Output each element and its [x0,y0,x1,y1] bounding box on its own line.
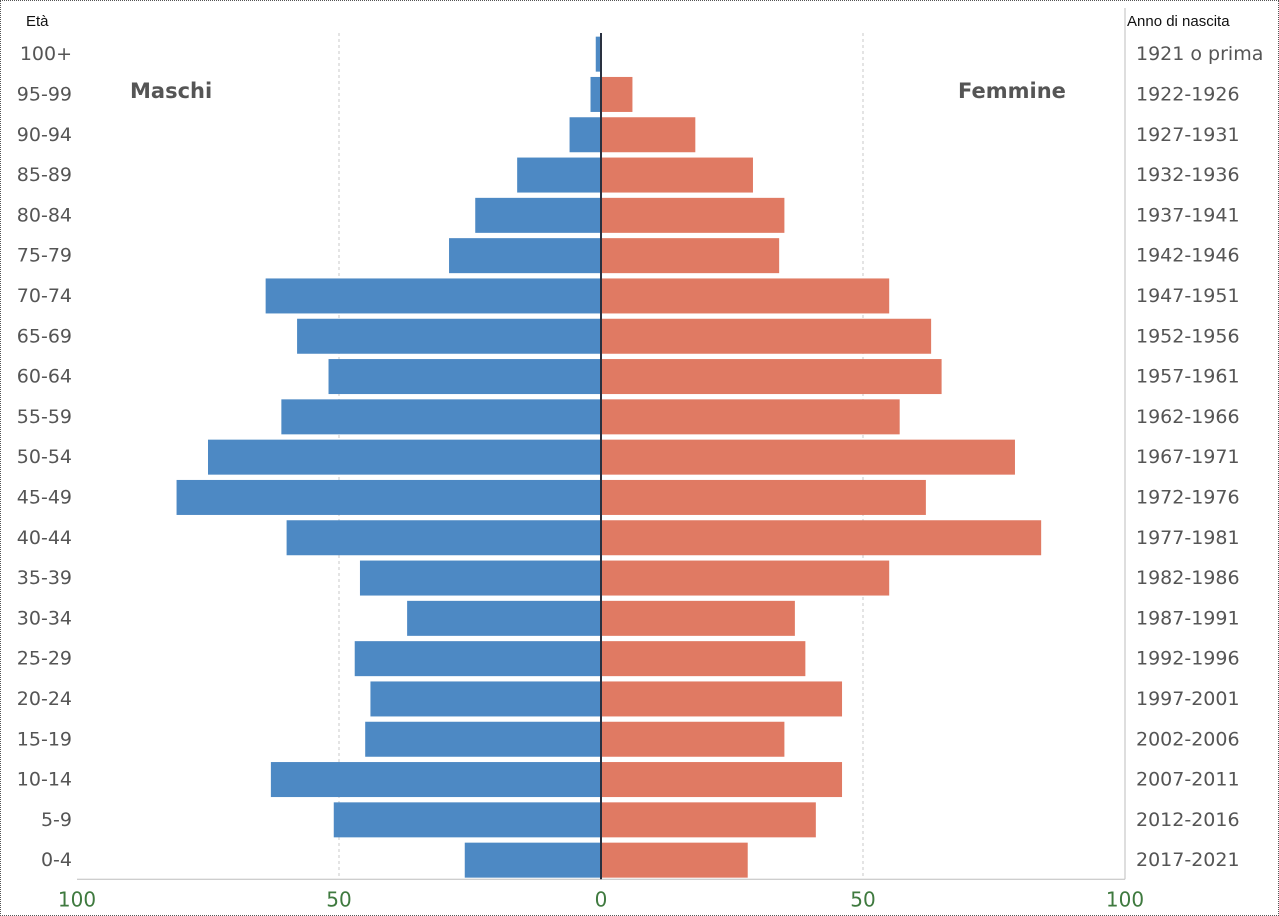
bar-femmine-15-19 [601,721,785,757]
bar-femmine-85-89 [601,157,753,193]
age-label: 95-99 [17,83,72,105]
age-label: 65-69 [17,325,72,347]
birth-year-label: 1937-1941 [1136,204,1240,226]
birth-year-label: 1997-2001 [1136,688,1240,710]
birth-year-label: 1962-1966 [1136,406,1240,428]
x-tick-label: 50 [850,887,875,911]
bar-femmine-0-4 [601,842,748,878]
bar-maschi-70-74 [265,278,601,314]
age-label: 55-59 [17,406,72,428]
bar-maschi-5-9 [333,802,601,838]
age-label: 5-9 [41,809,72,831]
bar-femmine-65-69 [601,318,932,354]
bar-maschi-15-19 [365,721,601,757]
birth-year-label: 2017-2021 [1136,849,1240,871]
bar-femmine-60-64 [601,359,942,395]
right-axis-title: Anno di nascita [1127,13,1230,30]
age-label: 35-39 [17,567,72,589]
bar-maschi-85-89 [517,157,601,193]
x-tick-label: 100 [1106,887,1144,911]
bar-maschi-30-34 [407,600,601,636]
bar-maschi-65-69 [297,318,601,354]
bar-femmine-40-44 [601,520,1042,556]
age-label: 100+ [20,43,72,65]
bar-maschi-100+ [595,36,601,72]
x-tick-label: 0 [595,887,608,911]
bar-maschi-55-59 [281,399,601,435]
bar-maschi-20-24 [370,681,601,717]
age-label: 10-14 [17,769,72,791]
bar-maschi-95-99 [590,76,601,112]
bar-maschi-40-44 [286,520,601,556]
age-label: 50-54 [17,446,72,468]
birth-year-label: 1947-1951 [1136,285,1240,307]
bar-maschi-0-4 [464,842,601,878]
bar-femmine-75-79 [601,238,780,274]
bar-femmine-50-54 [601,439,1015,475]
birth-year-label: 1957-1961 [1136,366,1240,388]
bar-maschi-25-29 [354,641,601,677]
bar-femmine-55-59 [601,399,900,435]
birth-year-label: 2007-2011 [1136,769,1240,791]
age-label: 70-74 [17,285,72,307]
bar-maschi-60-64 [328,359,601,395]
bar-maschi-90-94 [569,117,601,153]
bar-femmine-25-29 [601,641,806,677]
bar-femmine-5-9 [601,802,816,838]
birth-year-label: 1932-1936 [1136,164,1240,186]
age-label: 90-94 [17,124,72,146]
bar-femmine-45-49 [601,479,926,515]
age-label: 75-79 [17,245,72,267]
birth-year-label: 1921 o prima [1136,43,1263,65]
bar-femmine-80-84 [601,197,785,233]
age-label: 85-89 [17,164,72,186]
birth-year-label: 1942-1946 [1136,245,1240,267]
x-tick-label: 50 [326,887,351,911]
bar-femmine-10-14 [601,762,843,798]
age-label: 40-44 [17,527,72,549]
age-label: 0-4 [41,849,72,871]
age-label: 30-34 [17,607,72,629]
bar-femmine-90-94 [601,117,696,153]
bar-maschi-35-39 [359,560,601,596]
age-label: 80-84 [17,204,72,226]
birth-year-label: 1977-1981 [1136,527,1240,549]
age-label: 45-49 [17,486,72,508]
left-axis-title: Età [26,13,49,30]
bar-femmine-70-74 [601,278,890,314]
age-label: 15-19 [17,728,72,750]
bar-femmine-20-24 [601,681,843,717]
series-label-maschi: Maschi [130,79,212,103]
birth-year-label: 1982-1986 [1136,567,1240,589]
bar-femmine-35-39 [601,560,890,596]
age-label: 25-29 [17,648,72,670]
birth-year-label: 1967-1971 [1136,446,1240,468]
age-label: 20-24 [17,688,72,710]
birth-year-label: 1927-1931 [1136,124,1240,146]
bar-maschi-50-54 [208,439,601,475]
bar-maschi-80-84 [475,197,601,233]
x-tick-label: 100 [58,887,96,911]
birth-year-label: 1992-1996 [1136,648,1240,670]
birth-year-label: 1987-1991 [1136,607,1240,629]
birth-year-label: 2012-2016 [1136,809,1240,831]
birth-year-label: 1922-1926 [1136,83,1240,105]
bar-maschi-10-14 [270,762,601,798]
birth-year-label: 1972-1976 [1136,486,1240,508]
series-label-femmine: Femmine [958,79,1066,103]
bar-maschi-75-79 [449,238,601,274]
bar-femmine-95-99 [601,76,633,112]
age-label: 60-64 [17,366,72,388]
birth-year-label: 2002-2006 [1136,728,1240,750]
bar-femmine-30-34 [601,600,795,636]
birth-year-label: 1952-1956 [1136,325,1240,347]
bar-maschi-45-49 [176,479,601,515]
